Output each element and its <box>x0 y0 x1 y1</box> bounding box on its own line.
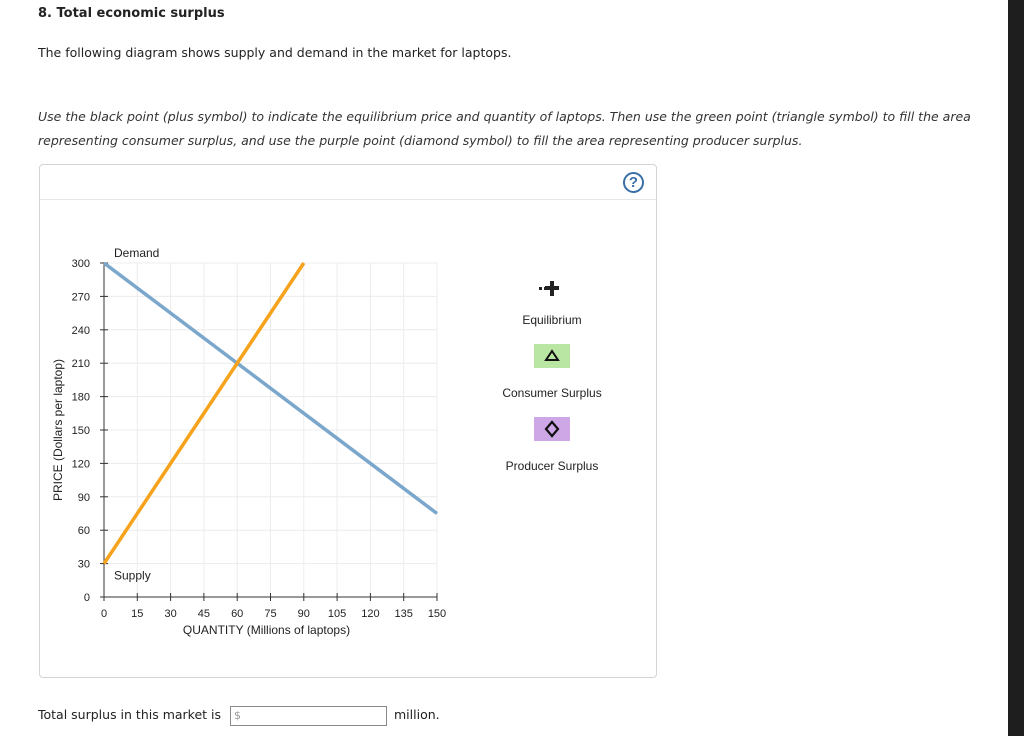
producer-surplus-tool-label: Producer Surplus <box>505 459 599 473</box>
y-tick-label: 120 <box>72 458 90 470</box>
x-tick-label: 135 <box>395 608 413 620</box>
demand-label: Demand <box>114 246 159 260</box>
y-tick-label: 30 <box>78 559 90 571</box>
y-tick-label: 270 <box>72 291 90 303</box>
x-tick-label: 15 <box>131 608 143 620</box>
y-tick-label: 180 <box>72 392 90 404</box>
question-instructions: Use the black point (plus symbol) to ind… <box>38 109 971 148</box>
x-tick-label: 75 <box>264 608 276 620</box>
total-surplus-field: $ <box>230 706 387 726</box>
graph-panel-toolbar: ? <box>40 165 656 200</box>
supply-demand-chart[interactable]: 0 15 30 45 60 75 90 105 120 135 150 0 30 60 90 120 150 18… <box>40 165 656 677</box>
x-axis-title: QUANTITY (Millions of laptops) <box>183 623 350 637</box>
y-axis-title: PRICE (Dollars per laptop) <box>51 359 65 501</box>
triangle-symbol-icon <box>544 349 560 361</box>
answer-suffix: million. <box>394 707 440 722</box>
equilibrium-tool-label: Equilibrium <box>522 313 582 327</box>
plus-symbol-icon <box>539 281 559 296</box>
x-tick-label: 90 <box>298 608 310 620</box>
y-tick-label: 240 <box>72 325 90 337</box>
y-tick-label: 300 <box>72 258 90 270</box>
help-icon[interactable]: ? <box>623 172 644 193</box>
total-surplus-input[interactable] <box>244 708 386 726</box>
demand-curve <box>102 261 439 515</box>
x-tick-label: 60 <box>231 608 243 620</box>
y-tick-label: 90 <box>78 492 90 504</box>
x-tick-label: 0 <box>101 608 107 620</box>
question-title: 8. Total economic surplus <box>38 6 225 21</box>
x-tick-label: 45 <box>198 608 210 620</box>
y-tick-label: 150 <box>72 425 90 437</box>
answer-label: Total surplus in this market is <box>38 707 222 722</box>
x-tick-label: 150 <box>428 608 446 620</box>
x-tick-label: 105 <box>328 608 346 620</box>
supply-label: Supply <box>114 569 151 583</box>
consumer-surplus-tool-label: Consumer Surplus <box>502 386 602 400</box>
x-tick-label: 30 <box>164 608 176 620</box>
question-intro: The following diagram shows supply and d… <box>38 45 512 60</box>
dollar-prefix: $ <box>234 709 241 722</box>
graph-panel: ? 0 15 30 45 60 75 90 105 120 135 150 0 30 60 90 120 150… <box>39 164 657 678</box>
y-tick-label: 0 <box>84 592 90 604</box>
y-tick-label: 60 <box>78 525 90 537</box>
consumer-surplus-tool[interactable] <box>534 344 570 368</box>
y-tick-label: 210 <box>72 358 90 370</box>
supply-curve <box>102 262 306 565</box>
producer-surplus-tool[interactable] <box>534 417 570 441</box>
equilibrium-tool[interactable] <box>532 275 572 301</box>
window-frame-edge <box>1008 0 1024 736</box>
x-tick-label: 120 <box>361 608 379 620</box>
diamond-symbol-icon <box>544 420 560 438</box>
